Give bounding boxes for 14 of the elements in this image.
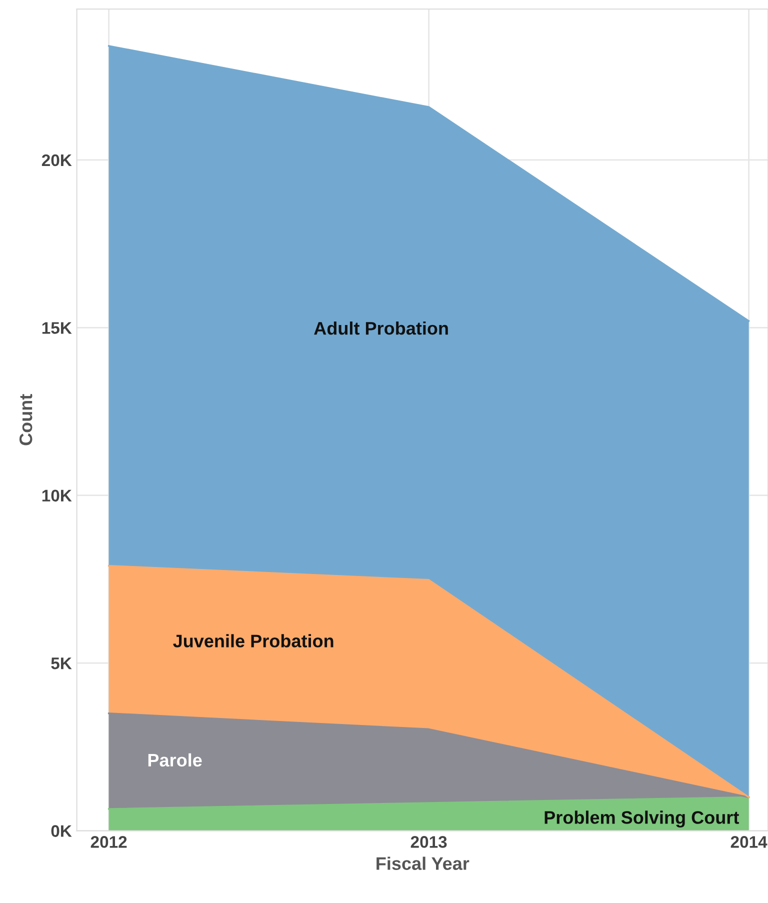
series-label: Parole — [148, 753, 202, 767]
y-tick-label: 0K — [51, 825, 72, 837]
x-tick-label: 2013 — [410, 836, 447, 848]
x-axis-title: Fiscal Year — [376, 856, 470, 870]
x-tick-label: 2014 — [730, 836, 768, 848]
series-label: Problem Solving Court — [544, 810, 739, 828]
x-tick-label: 2012 — [90, 836, 127, 848]
y-tick-label: 20K — [42, 154, 72, 166]
y-tick-label: 15K — [42, 322, 72, 334]
series-label: Juvenile Probation — [173, 634, 334, 648]
series-label: Adult Probation — [314, 321, 448, 335]
y-tick-label: 5K — [51, 658, 72, 670]
y-tick-label: 10K — [42, 490, 72, 502]
y-axis-title: Count — [19, 394, 32, 446]
